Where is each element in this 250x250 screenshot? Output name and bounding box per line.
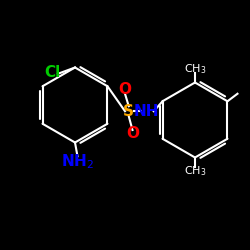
Text: O: O [126, 126, 139, 141]
Text: NH$_2$: NH$_2$ [61, 152, 94, 171]
Text: Cl: Cl [44, 65, 60, 80]
Text: CH$_3$: CH$_3$ [184, 164, 206, 178]
Text: NH: NH [134, 104, 159, 119]
Text: O: O [118, 82, 132, 98]
Text: S: S [123, 104, 134, 119]
Text: CH$_3$: CH$_3$ [184, 62, 206, 76]
